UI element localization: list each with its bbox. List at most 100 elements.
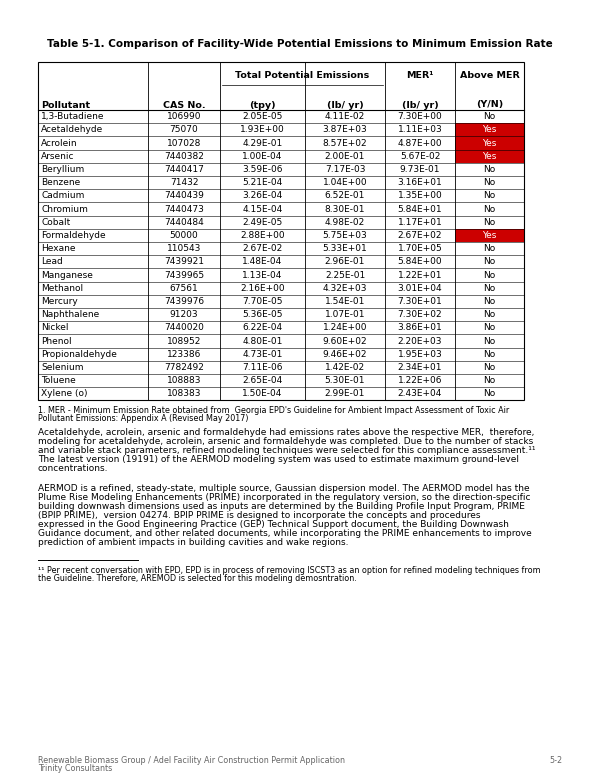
Text: 7.11E-06: 7.11E-06 [242,363,283,372]
Text: Mercury: Mercury [41,297,78,306]
Text: Xylene (o): Xylene (o) [41,389,88,399]
Text: 2.43E+04: 2.43E+04 [398,389,442,399]
Text: 5.33E+01: 5.33E+01 [323,244,367,253]
Text: No: No [484,323,496,333]
Text: 2.99E-01: 2.99E-01 [325,389,365,399]
Text: No: No [484,284,496,293]
Text: 8.57E+02: 8.57E+02 [323,138,367,148]
Text: building downwash dimensions used as inputs are determined by the Building Profi: building downwash dimensions used as inp… [38,503,525,511]
Text: 1.00E-04: 1.00E-04 [242,152,283,161]
Text: 7440417: 7440417 [164,165,204,174]
Text: 4.80E-01: 4.80E-01 [242,336,283,346]
Text: 2.05E-05: 2.05E-05 [242,112,283,121]
Text: (Y/N): (Y/N) [476,100,503,110]
Text: Above MER: Above MER [460,71,520,80]
Text: 5.21E-04: 5.21E-04 [242,178,283,187]
Text: 91203: 91203 [170,310,199,319]
Text: 7.30E+02: 7.30E+02 [398,310,442,319]
Text: 1.22E+06: 1.22E+06 [398,376,442,385]
Text: 2.20E+03: 2.20E+03 [398,336,442,346]
Bar [455,150,524,163]
Text: Hexane: Hexane [41,244,76,253]
Text: 2.34E+01: 2.34E+01 [398,363,442,372]
Text: No: No [484,310,496,319]
Text: 2.88E+00: 2.88E+00 [240,231,285,240]
Text: 1.13E-04: 1.13E-04 [242,270,283,280]
Text: prediction of ambient impacts in building cavities and wake regions.: prediction of ambient impacts in buildin… [38,538,349,548]
Text: (tpy): (tpy) [249,100,276,110]
Text: No: No [484,218,496,227]
Text: 4.98E-02: 4.98E-02 [325,218,365,227]
Text: 1.04E+00: 1.04E+00 [323,178,367,187]
Bar [455,124,524,137]
Text: No: No [484,165,496,174]
Text: Yes: Yes [482,138,497,148]
Text: 1.24E+00: 1.24E+00 [323,323,367,333]
Text: and variable stack parameters, refined modeling techniques were selected for thi: and variable stack parameters, refined m… [38,447,536,455]
Text: No: No [484,389,496,399]
Text: 7440020: 7440020 [164,323,204,333]
Text: 3.59E-06: 3.59E-06 [242,165,283,174]
Bar [455,137,524,150]
Text: No: No [484,244,496,253]
Text: 2.67E-02: 2.67E-02 [242,244,283,253]
Text: 7440382: 7440382 [164,152,204,161]
Text: 1.70E+05: 1.70E+05 [398,244,442,253]
Text: Acrolein: Acrolein [41,138,77,148]
Text: 7440484: 7440484 [164,218,204,227]
Text: Renewable Biomass Group / Adel Facility Air Construction Permit Application: Renewable Biomass Group / Adel Facility … [38,756,345,765]
Text: Benzene: Benzene [41,178,80,187]
Text: ¹¹ Per recent conversation with EPD, EPD is in process of removing ISCST3 as an : ¹¹ Per recent conversation with EPD, EPD… [38,566,541,576]
Text: No: No [484,350,496,359]
Text: No: No [484,112,496,121]
Text: Phenol: Phenol [41,336,71,346]
Text: AERMOD is a refined, steady-state, multiple source, Gaussian dispersion model. T: AERMOD is a refined, steady-state, multi… [38,484,530,493]
Text: Formaldehyde: Formaldehyde [41,231,106,240]
Text: 1.17E+01: 1.17E+01 [398,218,442,227]
Text: (lb/ yr): (lb/ yr) [401,100,439,110]
Text: 4.29E-01: 4.29E-01 [242,138,283,148]
Text: 9.46E+02: 9.46E+02 [323,350,367,359]
Text: 4.87E+00: 4.87E+00 [398,138,442,148]
Text: 2.16E+00: 2.16E+00 [240,284,285,293]
Text: modeling for acetaldehyde, acrolein, arsenic and formaldehyde was completed. Due: modeling for acetaldehyde, acrolein, ars… [38,437,533,447]
Text: The latest version (19191) of the AERMOD modeling system was used to estimate ma: The latest version (19191) of the AERMOD… [38,455,519,465]
Text: 106990: 106990 [167,112,201,121]
Text: 108883: 108883 [167,376,201,385]
Text: Lead: Lead [41,257,63,267]
Text: 4.32E+03: 4.32E+03 [323,284,367,293]
Text: concentrations.: concentrations. [38,465,109,473]
Text: 1.07E-01: 1.07E-01 [325,310,365,319]
Text: Yes: Yes [482,152,497,161]
Text: 75070: 75070 [170,125,199,134]
Text: Beryllium: Beryllium [41,165,84,174]
Text: Plume Rise Modeling Enhancements (PRIME) incorporated in the regulatory version,: Plume Rise Modeling Enhancements (PRIME)… [38,493,530,503]
Text: No: No [484,257,496,267]
Text: No: No [484,270,496,280]
Text: Selenium: Selenium [41,363,83,372]
Text: Table 5-1. Comparison of Facility-Wide Potential Emissions to Minimum Emission R: Table 5-1. Comparison of Facility-Wide P… [47,39,553,49]
Text: 9.73E-01: 9.73E-01 [400,165,440,174]
Text: 108952: 108952 [167,336,201,346]
Text: 1.35E+00: 1.35E+00 [398,191,442,200]
Text: 1.11E+03: 1.11E+03 [398,125,442,134]
Text: Arsenic: Arsenic [41,152,74,161]
Text: 4.73E-01: 4.73E-01 [242,350,283,359]
Text: 2.65E-04: 2.65E-04 [242,376,283,385]
Text: Propionaldehyde: Propionaldehyde [41,350,117,359]
Text: Yes: Yes [482,125,497,134]
Text: 9.60E+02: 9.60E+02 [323,336,367,346]
Text: Trinity Consultants: Trinity Consultants [38,764,112,773]
Text: 7.17E-03: 7.17E-03 [325,165,365,174]
Text: 2.25E-01: 2.25E-01 [325,270,365,280]
Text: 3.16E+01: 3.16E+01 [398,178,442,187]
Text: 3.01E+04: 3.01E+04 [398,284,442,293]
Text: (BPIP PRIME),  version 04274. BPIP PRIME is designed to incorporate the concepts: (BPIP PRIME), version 04274. BPIP PRIME … [38,511,481,521]
Text: 5.36E-05: 5.36E-05 [242,310,283,319]
Text: Yes: Yes [482,231,497,240]
Text: 1. MER - Minimum Emission Rate obtained from  Georgia EPD's Guideline for Ambien: 1. MER - Minimum Emission Rate obtained … [38,406,509,416]
Text: 5.30E-01: 5.30E-01 [325,376,365,385]
Text: 1.54E-01: 1.54E-01 [325,297,365,306]
Text: 1.22E+01: 1.22E+01 [398,270,442,280]
Text: 2.00E-01: 2.00E-01 [325,152,365,161]
